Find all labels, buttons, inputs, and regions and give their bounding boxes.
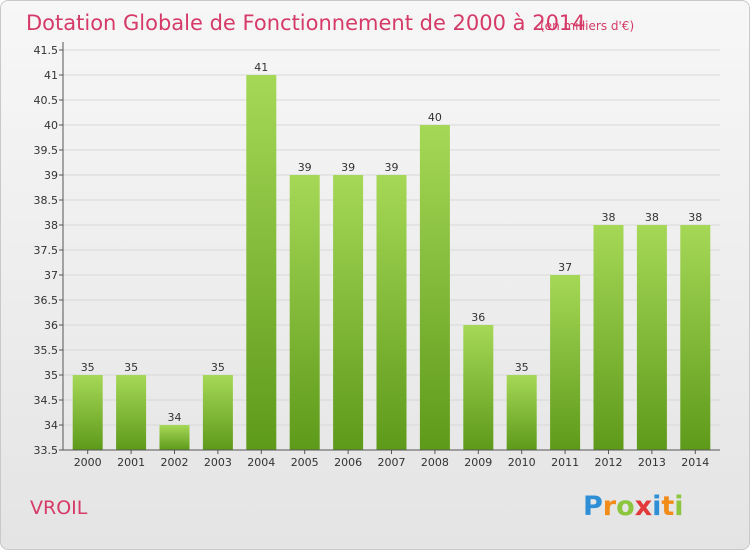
y-tick-label: 39 — [44, 169, 58, 182]
bar-data-label: 38 — [602, 211, 616, 224]
bar-data-label: 35 — [124, 361, 138, 374]
x-tick-label: 2004 — [247, 456, 275, 469]
x-tick-label: 2010 — [508, 456, 536, 469]
y-tick-label: 39.5 — [34, 144, 59, 157]
logo-letter: i — [652, 491, 661, 522]
bar-2008 — [419, 125, 450, 450]
bar-2004 — [246, 75, 277, 450]
chart-title: Dotation Globale de Fonctionnement de 20… — [26, 11, 586, 35]
x-tick-label: 2009 — [464, 456, 492, 469]
x-tick-label: 2014 — [681, 456, 709, 469]
logo-letter: t — [661, 491, 674, 522]
commune-name: VROIL — [30, 497, 88, 519]
y-tick-label: 34 — [44, 419, 58, 432]
x-tick-label: 2005 — [291, 456, 319, 469]
y-tick-label: 40 — [44, 119, 58, 132]
y-tick-label: 38.5 — [34, 194, 59, 207]
logo-letter: r — [603, 491, 617, 522]
x-tick-label: 2012 — [595, 456, 623, 469]
bar-data-labels: 35 35 34 35 41 39 39 39 40 36 35 37 38 38 38 — [81, 61, 703, 424]
bar-2001 — [116, 375, 147, 450]
logo-letter: P — [583, 491, 603, 522]
logo-letter: o — [616, 491, 635, 522]
bar-2005 — [289, 175, 320, 450]
x-tick-labels: 2000 2001 2002 2003 2004 2005 2006 2007 2008 2009… — [74, 450, 709, 469]
bar-data-label: 39 — [385, 161, 399, 174]
logo-letter: x — [635, 491, 652, 522]
y-tick-label: 34.5 — [34, 394, 59, 407]
bar-data-label: 37 — [558, 261, 572, 274]
proxiti-logo: Proxiti — [583, 491, 684, 522]
bar-2000 — [72, 375, 103, 450]
y-tick-label: 41.5 — [34, 44, 59, 57]
x-tick-label: 2000 — [74, 456, 102, 469]
chart-unit: (en milliers d'€) — [540, 19, 634, 33]
bar-2014 — [680, 225, 711, 450]
bar-data-label: 34 — [168, 411, 182, 424]
bar-2003 — [202, 375, 233, 450]
logo-letter: i — [674, 491, 683, 522]
bar-data-label: 36 — [471, 311, 485, 324]
x-tick-label: 2001 — [117, 456, 145, 469]
bar-2012 — [593, 225, 624, 450]
y-tick-label: 40.5 — [34, 94, 59, 107]
y-tick-label: 36.5 — [34, 294, 59, 307]
bar-2002 — [159, 425, 190, 450]
bar-data-label: 41 — [254, 61, 268, 74]
y-tick-label: 35.5 — [34, 344, 59, 357]
y-tick-label: 33.5 — [34, 444, 59, 457]
x-tick-label: 2008 — [421, 456, 449, 469]
bar-data-label: 40 — [428, 111, 442, 124]
x-tick-label: 2006 — [334, 456, 362, 469]
bar-2007 — [376, 175, 407, 450]
x-tick-label: 2013 — [638, 456, 666, 469]
bar-2009 — [463, 325, 494, 450]
bar-2013 — [636, 225, 667, 450]
x-tick-label: 2003 — [204, 456, 232, 469]
bar-data-label: 38 — [645, 211, 659, 224]
bar-2010 — [506, 375, 537, 450]
y-tick-label: 38 — [44, 219, 58, 232]
x-tick-label: 2011 — [551, 456, 579, 469]
bar-data-label: 39 — [341, 161, 355, 174]
bar-data-label: 35 — [81, 361, 95, 374]
bar-data-label: 39 — [298, 161, 312, 174]
bar-2006 — [333, 175, 364, 450]
y-tick-label: 36 — [44, 319, 58, 332]
x-tick-label: 2007 — [378, 456, 406, 469]
y-tick-label: 37 — [44, 269, 58, 282]
bar-data-label: 38 — [688, 211, 702, 224]
bar-2011 — [550, 275, 581, 450]
y-tick-label: 41 — [44, 69, 58, 82]
bar-data-label: 35 — [211, 361, 225, 374]
bar-data-label: 35 — [515, 361, 529, 374]
bars — [72, 75, 711, 450]
x-tick-label: 2002 — [161, 456, 189, 469]
y-tick-label: 37.5 — [34, 244, 59, 257]
y-tick-label: 35 — [44, 369, 58, 382]
y-tick-labels: 33.5 34 34.5 35 35.5 36 36.5 37 37.5 38 38.5 39 39.5… — [34, 44, 59, 457]
